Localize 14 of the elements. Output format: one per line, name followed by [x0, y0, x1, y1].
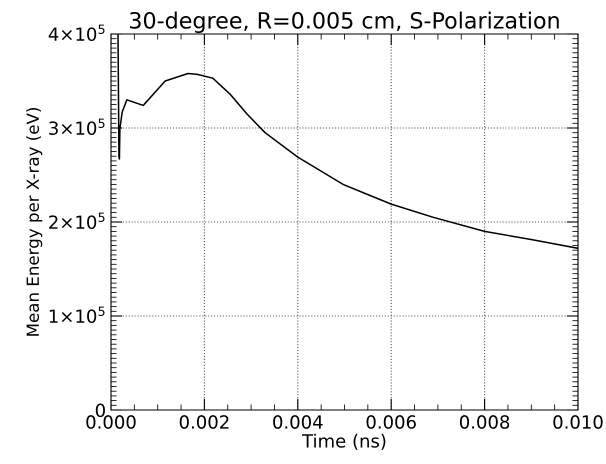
x-tick-label: 0.008: [460, 415, 510, 429]
y-tick-label: 4×10$^{5}$: [48, 24, 105, 41]
x-tick-label: 0.004: [273, 415, 323, 429]
y-tick-label: 3×10$^{5}$: [49, 118, 105, 135]
y-axis-title: Mean Energy per X-ray (eV): [26, 108, 42, 336]
x-tick-label: 0.010: [553, 415, 603, 429]
x-tick-label: 0.000: [86, 415, 136, 429]
y-tick-label: 2×10$^{5}$: [49, 212, 105, 229]
y-tick-label: 1×10$^{5}$: [50, 306, 105, 323]
chart-title: 30-degree, R=0.005 cm, S-Polarization: [130, 12, 559, 34]
y-tick-label: 0: [96, 403, 105, 418]
x-axis-title: Time (ns): [302, 434, 386, 450]
x-tick-label: 0.006: [366, 415, 416, 429]
x-tick-label: 0.002: [180, 415, 228, 429]
